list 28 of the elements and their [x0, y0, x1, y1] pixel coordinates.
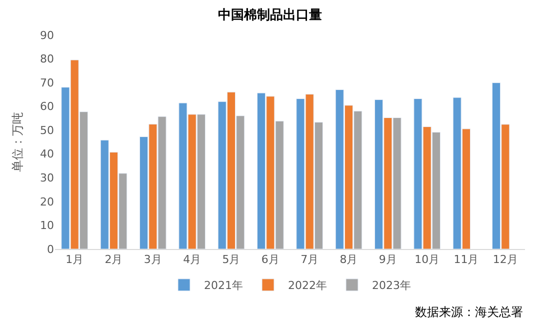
- y-tick-label: 60: [40, 100, 54, 114]
- y-tick-label: 50: [40, 124, 54, 137]
- y-tick-label: 90: [40, 28, 54, 42]
- y-tick-label: 20: [40, 195, 54, 208]
- chart-title: 中国棉制品出口量: [218, 8, 322, 23]
- y-tick-label: 10: [40, 219, 54, 232]
- x-tick-label: 3月: [144, 253, 162, 266]
- source-note: 数据来源：海关总署: [415, 305, 523, 319]
- legend-label: 2021年: [204, 279, 243, 292]
- x-tick-label: 2月: [104, 253, 123, 266]
- x-tick-label: 5月: [222, 253, 240, 266]
- legend-label: 2022年: [288, 279, 327, 292]
- y-tick-label: 40: [40, 148, 54, 161]
- y-tick-label: 0: [47, 242, 54, 256]
- y-tick-label: 80: [40, 52, 54, 66]
- x-tick-label: 9月: [378, 253, 397, 266]
- legend-label: 2023年: [372, 279, 411, 292]
- y-tick-label: 30: [40, 172, 54, 185]
- x-tick-label: 8月: [340, 253, 358, 266]
- x-tick-label: 12月: [492, 253, 518, 266]
- x-tick-label: 6月: [261, 253, 280, 266]
- x-tick-label: 4月: [183, 253, 202, 266]
- y-tick-label: 70: [40, 76, 54, 90]
- x-tick-label: 1月: [66, 253, 84, 266]
- x-tick-label: 7月: [300, 253, 319, 266]
- y-axis-title: 单位：万吨: [10, 112, 24, 172]
- x-tick-label: 11月: [454, 253, 479, 266]
- x-tick-label: 10月: [414, 253, 440, 266]
